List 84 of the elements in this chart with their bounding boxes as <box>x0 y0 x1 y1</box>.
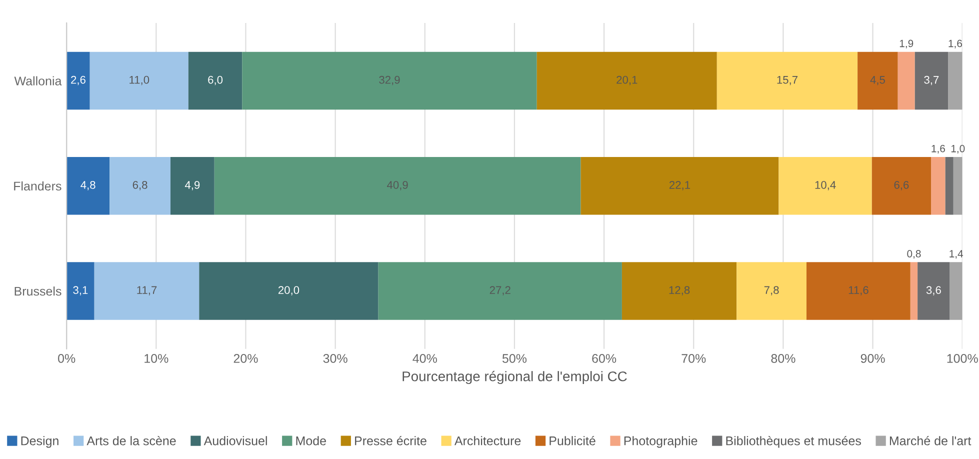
legend-label: Presse écrite <box>355 436 426 446</box>
legend-label: Arts de la scène <box>86 436 176 446</box>
x-tick-label: 30% <box>323 354 348 363</box>
data-label: 10,4 <box>815 181 836 190</box>
data-label: 4,5 <box>870 76 885 86</box>
data-label: 20,1 <box>616 76 638 86</box>
data-label: 1,4 <box>950 250 964 259</box>
data-label: 1,0 <box>951 144 965 154</box>
data-label: 4,9 <box>184 181 200 190</box>
bar <box>199 262 378 320</box>
bar <box>536 52 717 110</box>
bar <box>918 262 950 320</box>
x-tick-label: 50% <box>502 354 527 363</box>
data-label: 4,8 <box>80 181 96 190</box>
bar <box>953 156 962 215</box>
data-label: 15,7 <box>777 76 798 86</box>
data-label: 12,8 <box>669 286 690 296</box>
bar <box>170 156 214 215</box>
bar <box>898 52 915 110</box>
data-label: 3,1 <box>73 286 88 296</box>
data-label: 32,9 <box>379 76 400 86</box>
data-label: 40,9 <box>387 181 408 190</box>
data-label: 11,6 <box>848 286 868 296</box>
data-label: 6,6 <box>894 181 909 190</box>
legend-label: Mode <box>296 436 326 446</box>
data-label: 22,1 <box>669 181 690 190</box>
x-tick-label: 10% <box>144 354 168 363</box>
bar <box>736 262 806 320</box>
data-label: 7,8 <box>764 286 779 296</box>
data-label: 2,6 <box>71 76 86 86</box>
legend-label: Photographie <box>624 436 698 448</box>
bar <box>110 156 170 215</box>
bar <box>948 52 962 110</box>
legend-label: Marché de l'art <box>890 436 972 446</box>
bar <box>910 262 918 320</box>
data-label: 1,6 <box>948 40 962 48</box>
y-tick-label: Flanders <box>14 181 62 191</box>
x-tick-label: 60% <box>592 354 616 363</box>
bar <box>858 52 898 110</box>
data-label: 3,6 <box>926 286 941 296</box>
legend-label: Architecture <box>454 436 521 446</box>
x-tick-label: 20% <box>234 354 258 363</box>
x-tick-label: 40% <box>412 354 437 363</box>
x-tick-label: 70% <box>682 354 706 363</box>
legend-label: Bibliothèques et musées <box>726 436 861 448</box>
data-label: 27,2 <box>490 286 510 296</box>
bar <box>580 156 779 215</box>
x-tick-label: 80% <box>771 354 796 363</box>
bar <box>94 262 200 320</box>
bar <box>806 262 910 320</box>
bar <box>66 156 110 215</box>
data-label: 6,8 <box>132 181 148 190</box>
data-label: 1,6 <box>932 144 945 154</box>
x-axis-title: Pourcentage régional de l'emploi CC <box>402 370 627 384</box>
data-label: 0,8 <box>907 250 921 259</box>
bar <box>90 52 188 110</box>
data-label: 3,7 <box>924 76 939 86</box>
bar <box>66 52 90 110</box>
data-label: 1,9 <box>900 40 914 48</box>
x-tick-label: 100% <box>947 354 978 363</box>
bar <box>872 156 932 215</box>
bar <box>378 262 622 320</box>
bar <box>188 52 242 110</box>
data-label: 20,0 <box>278 286 300 296</box>
bar <box>931 156 946 215</box>
bar <box>945 156 954 215</box>
bar <box>622 262 737 320</box>
bar <box>242 52 537 110</box>
bar <box>914 52 948 110</box>
data-label: 6,0 <box>208 76 223 86</box>
legend-label: Audiovisuel <box>204 436 267 446</box>
data-label: 11,0 <box>130 76 150 86</box>
x-tick-label: 0% <box>58 354 76 363</box>
y-tick-label: Brussels <box>14 286 62 296</box>
bar <box>214 156 581 215</box>
legend-label: Publicité <box>550 436 596 446</box>
x-tick-label: 90% <box>860 354 885 363</box>
bar <box>66 262 94 320</box>
bar <box>950 262 962 320</box>
bar <box>778 156 872 215</box>
data-label: 11,7 <box>137 286 157 296</box>
legend-label: Design <box>21 436 58 448</box>
y-tick-label: Wallonia <box>14 76 62 86</box>
bar <box>716 52 858 110</box>
